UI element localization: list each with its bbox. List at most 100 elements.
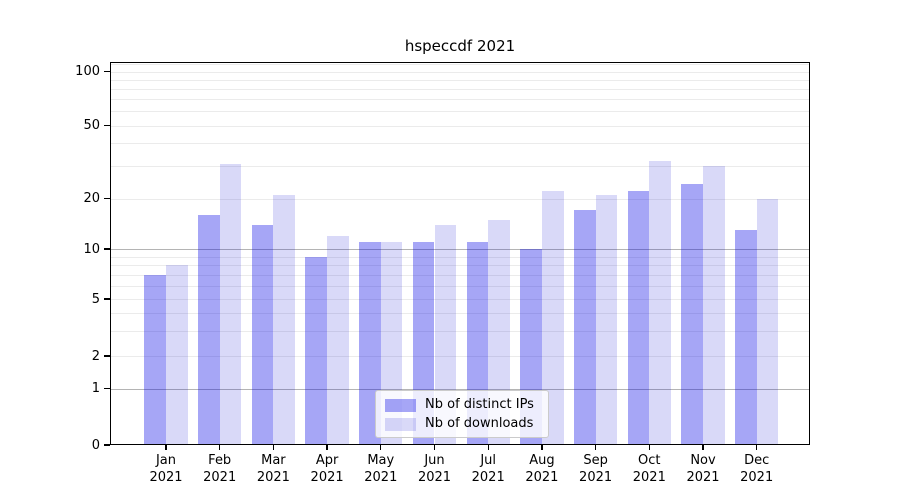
minor-gridline [110,89,810,91]
major-gridline [110,249,810,250]
y-tick-label: 20 [83,191,100,207]
chart-title: hspeccdf 2021 [404,37,516,55]
x-tick-year: 2021 [417,470,452,485]
legend-entry-downloads: Nb of downloads [385,415,540,433]
x-tick-year: 2021 [203,470,237,485]
minor-gridline [110,143,810,145]
y-tick [104,444,110,446]
y-tick [104,298,110,300]
bar-distinct-ips-feb [198,214,220,445]
x-tick [702,445,704,450]
x-tick [165,445,167,450]
bar-distinct-ips-nov [681,184,703,445]
y-tick-label: 10 [83,241,100,257]
bar-distinct-ips-sep [573,210,596,445]
minor-gridline [110,285,810,287]
y-tick [104,125,110,127]
x-tick [380,445,382,450]
x-tick-year: 2021 [686,470,720,485]
x-tick-label: Sep 2021 [566,452,626,486]
x-tick-year: 2021 [632,470,666,485]
minor-gridline [110,125,810,127]
minor-gridline [110,312,810,314]
x-tick-label: Jul 2021 [458,452,518,486]
bar-downloads-dec [756,198,779,445]
minor-gridline [110,356,810,357]
x-tick [648,445,650,450]
x-tick-label: Jan 2021 [136,452,196,486]
x-tick-year: 2021 [256,470,290,485]
y-tick [104,198,110,200]
bar-downloads-jul [488,219,510,445]
x-tick [594,445,597,450]
y-tick-label: 0 [91,437,100,453]
x-tick-year: 2021 [149,470,183,485]
y-tick-label: 1 [91,381,100,396]
legend-label-distinct-ips: Nb of distinct IPs [425,397,534,412]
bar-downloads-feb [219,163,242,445]
y-tick-label: 2 [91,348,100,364]
y-tick-label: 50 [83,118,100,134]
x-tick-label: Jun 2021 [405,452,465,486]
legend: Nb of distinct IPs Nb of downloads [375,390,549,438]
x-tick [272,445,275,450]
minor-gridline [110,256,810,258]
y-tick [104,71,110,73]
bar-distinct-ips-mar [251,224,274,445]
bar-downloads-oct [649,161,671,445]
bar-distinct-ips-jan [144,274,166,445]
minor-gridline [110,330,810,332]
minor-gridline [110,79,810,81]
x-tick [219,445,221,450]
minor-gridline [110,198,810,200]
x-tick-label: Aug 2021 [512,452,572,486]
minor-gridline [110,265,810,267]
bar-downloads-aug [541,191,564,445]
minor-gridline [110,111,810,113]
minor-gridline [110,166,810,168]
minor-gridline [110,99,810,101]
plot-area [110,62,810,445]
bar-distinct-ips-oct [627,191,650,445]
bar-downloads-apr [327,235,349,445]
bar-downloads-nov [703,166,725,445]
x-tick-label: May 2021 [351,452,411,486]
x-tick-year: 2021 [364,470,398,485]
x-tick-year: 2021 [579,470,613,485]
x-tick-label: Mar 2021 [243,452,303,486]
y-tick-label: 5 [91,291,100,307]
bar-downloads-mar [273,194,296,445]
legend-label-downloads: Nb of downloads [425,416,534,431]
x-tick-year: 2021 [525,470,559,485]
minor-gridline [110,299,810,300]
x-tick-label: Apr 2021 [297,452,357,486]
x-tick-label: Oct 2021 [619,452,679,486]
y-tick [104,248,110,250]
x-tick-year: 2021 [310,470,344,485]
x-tick-year: 2021 [471,470,505,485]
bar-distinct-ips-apr [305,256,328,445]
bar-downloads-sep [595,194,618,445]
x-tick-label: Dec 2021 [727,452,787,486]
legend-swatch-distinct-ips [385,398,416,412]
major-gridline [110,388,810,390]
x-tick [433,445,436,450]
bar-downloads-jun [434,224,457,445]
x-tick-year: 2021 [740,470,774,485]
minor-gridline [110,64,810,66]
y-tick [104,355,110,357]
legend-swatch-downloads [385,417,416,431]
minor-gridline [110,71,810,73]
bar-distinct-ips-dec [735,229,757,445]
minor-gridline [110,274,810,276]
y-tick-label: 100 [75,64,100,80]
x-tick [487,445,489,450]
x-tick-label: Feb 2021 [190,452,250,486]
x-tick [756,445,758,450]
x-tick [326,445,328,450]
y-tick [104,387,110,390]
legend-entry-distinct-ips: Nb of distinct IPs [385,396,540,414]
x-tick [541,445,543,450]
bar-downloads-jan [166,265,188,445]
